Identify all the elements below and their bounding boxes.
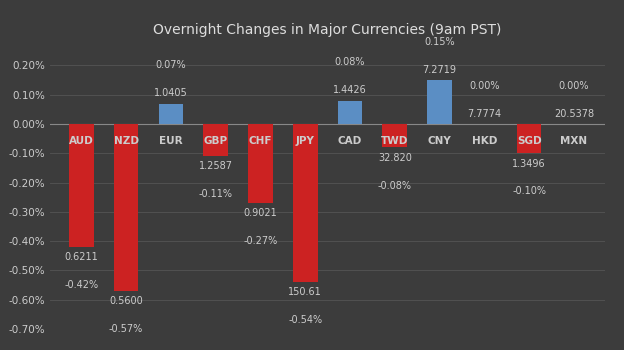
Text: NZD: NZD [114,136,139,146]
Text: MXN: MXN [560,136,587,146]
Text: HKD: HKD [472,136,497,146]
Text: AUD: AUD [69,136,94,146]
Text: -0.27%: -0.27% [243,236,278,246]
Bar [203,124,228,156]
Bar [517,124,542,153]
Text: 0.07%: 0.07% [155,61,186,70]
Text: CHF: CHF [249,136,272,146]
Text: EUR: EUR [159,136,183,146]
Text: -0.57%: -0.57% [109,324,143,334]
Text: SGD: SGD [517,136,542,146]
Bar [158,104,183,124]
Text: 7.7774: 7.7774 [467,109,502,119]
Text: 0.08%: 0.08% [334,57,365,68]
Text: -0.10%: -0.10% [512,187,546,196]
Text: CNY: CNY [427,136,451,146]
Text: JPY: JPY [296,136,314,146]
Bar [69,124,94,247]
Bar [338,100,363,124]
Text: 20.5378: 20.5378 [554,109,594,119]
Bar [293,124,318,282]
Text: 1.2587: 1.2587 [198,161,233,171]
Text: 0.9021: 0.9021 [243,208,277,218]
Text: 7.2719: 7.2719 [422,65,457,75]
Text: -0.42%: -0.42% [64,280,99,290]
Text: 1.0405: 1.0405 [154,88,188,98]
Text: -0.54%: -0.54% [288,315,322,325]
Text: 0.15%: 0.15% [424,37,455,47]
Text: -0.08%: -0.08% [378,181,412,190]
Bar [248,124,273,203]
Title: Overnight Changes in Major Currencies (9am PST): Overnight Changes in Major Currencies (9… [154,23,502,37]
Text: 0.6211: 0.6211 [64,252,98,262]
Text: 0.5600: 0.5600 [109,296,143,306]
Bar [427,80,452,124]
Text: 32.820: 32.820 [378,153,412,163]
Bar [114,124,139,291]
Text: -0.11%: -0.11% [198,189,233,199]
Text: 0.00%: 0.00% [469,81,500,91]
Text: TWD: TWD [381,136,409,146]
Text: GBP: GBP [203,136,228,146]
Text: 1.4426: 1.4426 [333,85,367,95]
Text: 0.00%: 0.00% [558,81,589,91]
Bar [383,124,407,147]
Text: 1.3496: 1.3496 [512,159,546,169]
Text: CAD: CAD [338,136,362,146]
Text: 150.61: 150.61 [288,287,322,298]
